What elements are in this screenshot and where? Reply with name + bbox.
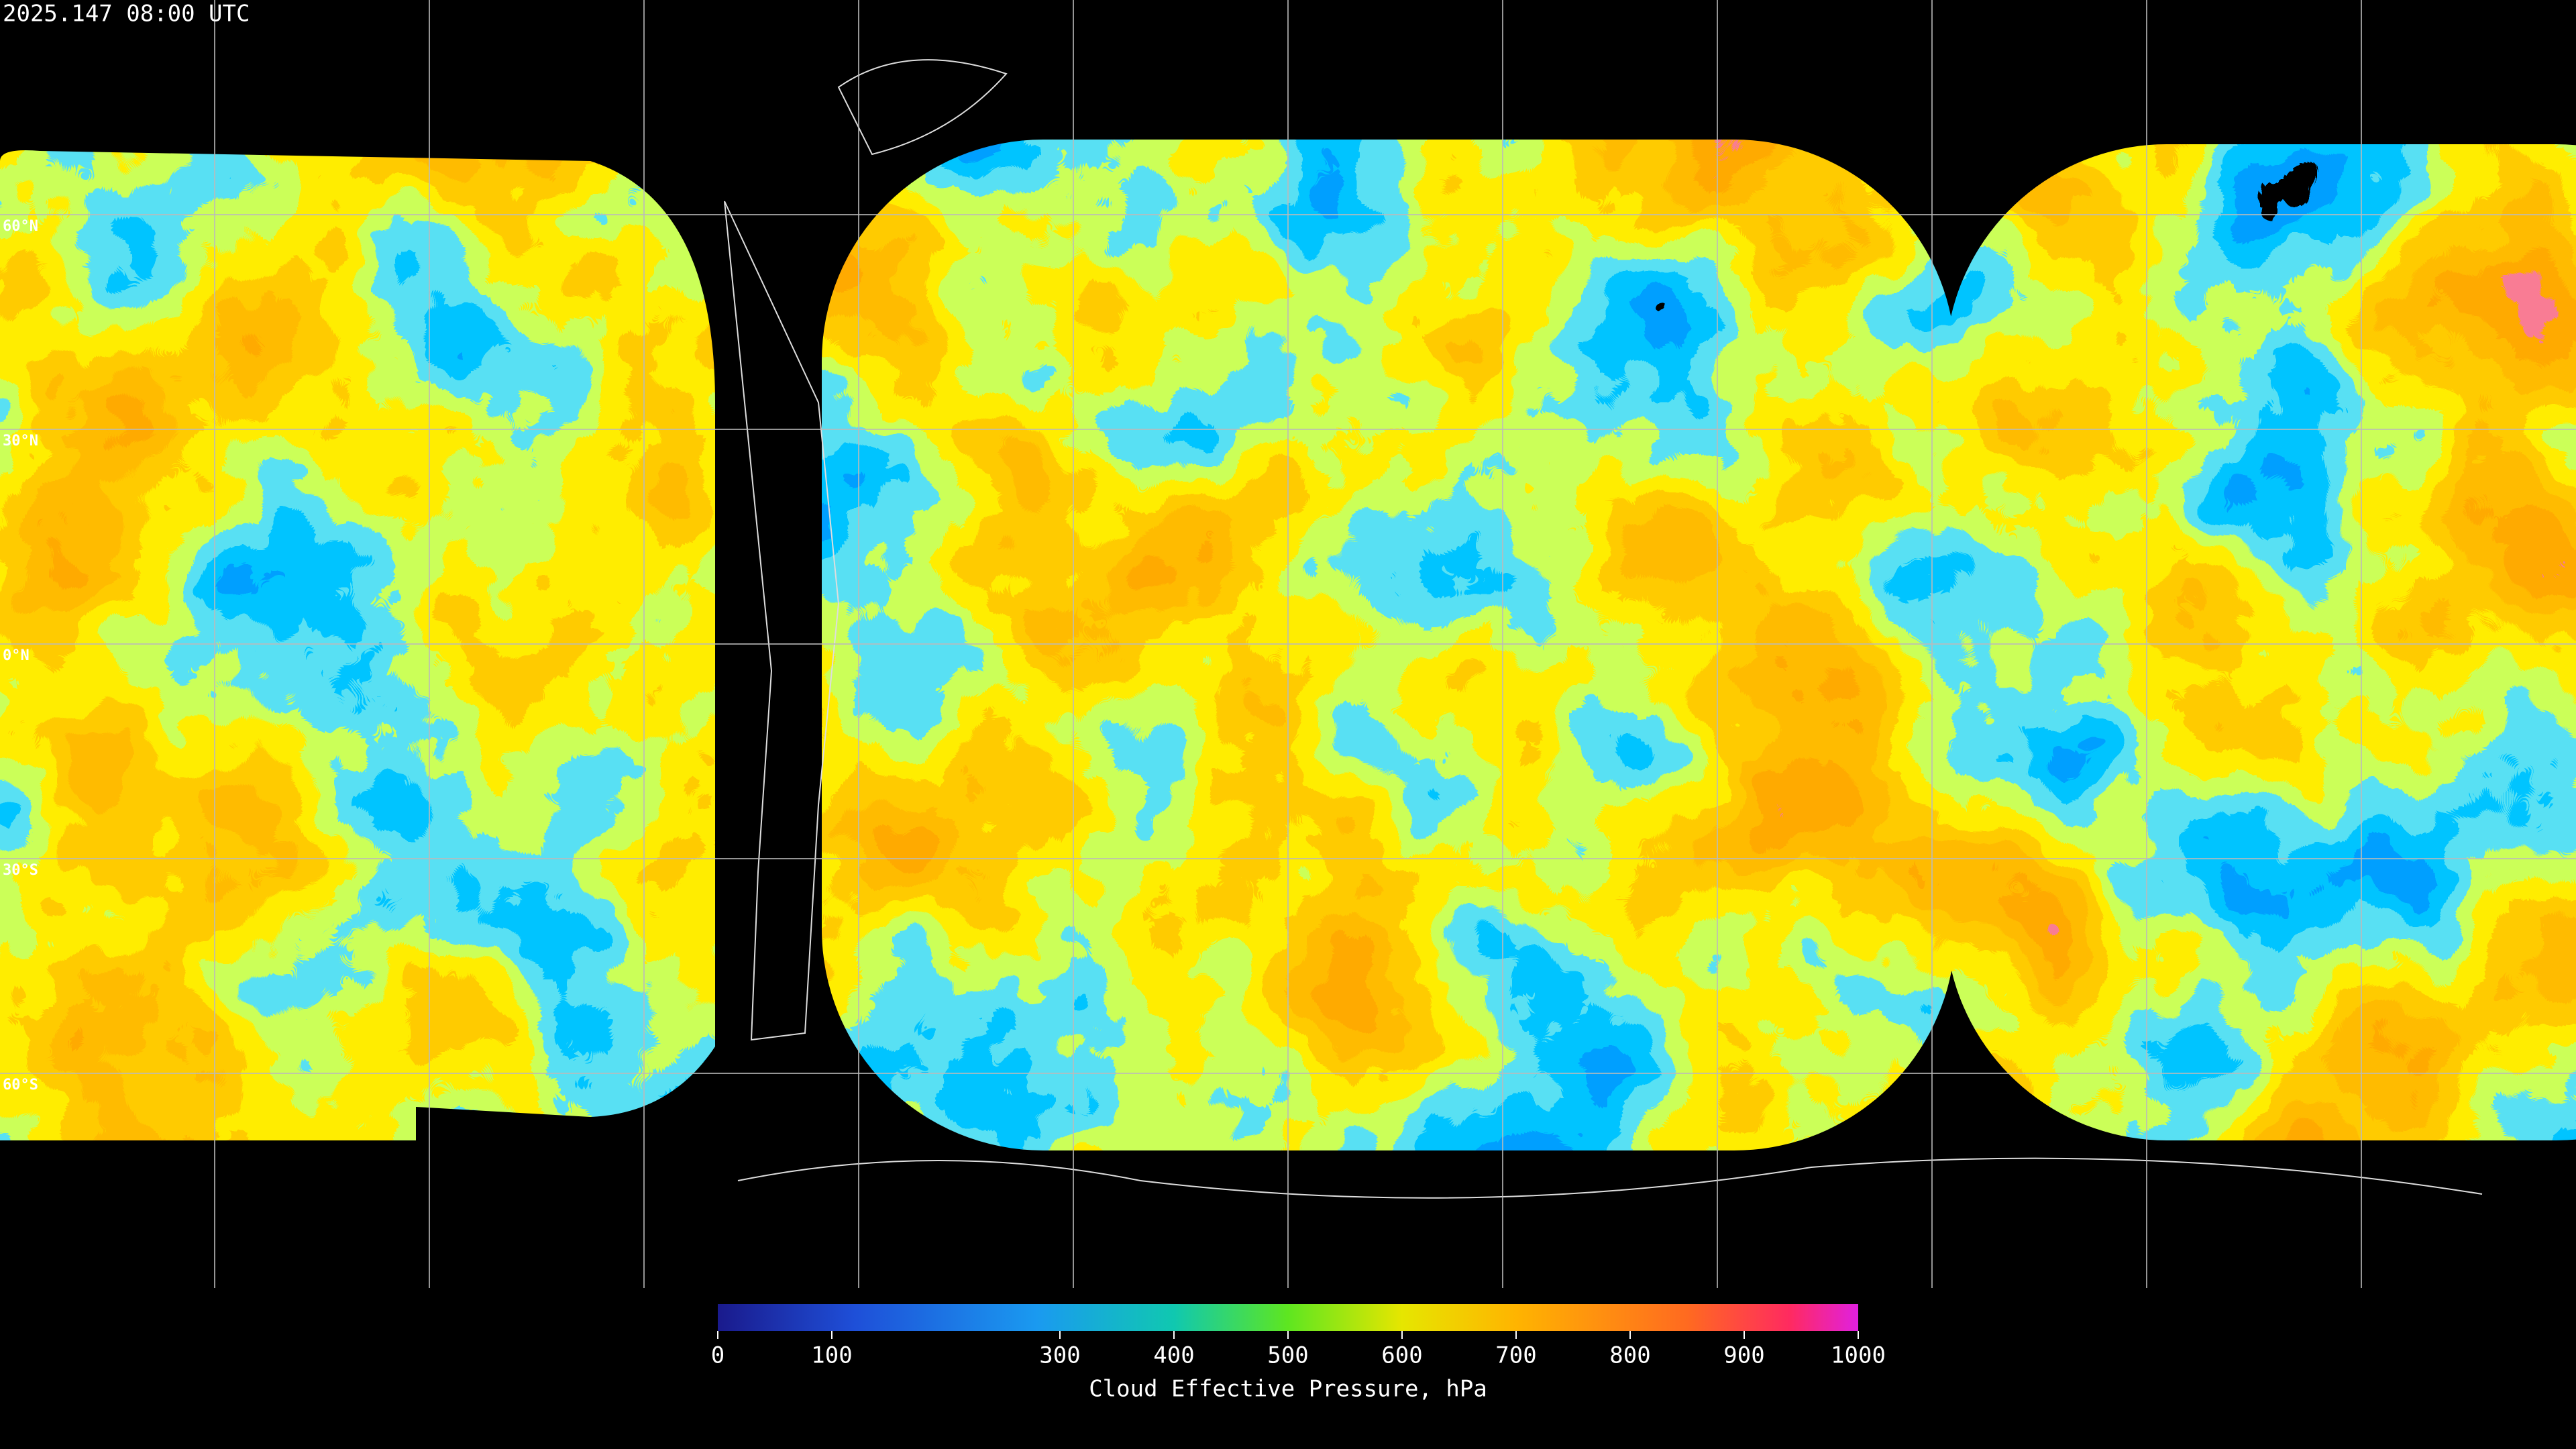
colorbar-axis: 0 100 300 400 500 600 700 800 900 1000 (711, 1331, 1886, 1369)
coastlines (724, 59, 2483, 1199)
colorbar-tick-label: 800 (1609, 1342, 1650, 1369)
colorbar-tick-label: 400 (1153, 1342, 1194, 1369)
colorbar-tick-label: 100 (811, 1342, 852, 1369)
lat-label: 60°S (3, 1077, 38, 1093)
coastline (724, 201, 840, 1041)
colorbar-tick-label: 0 (711, 1342, 724, 1369)
graticule: 60°N 30°N 0°N 30°S 60°S (0, 0, 2576, 1288)
lat-label: 30°S (3, 862, 38, 879)
colorbar-tick-label: 500 (1267, 1342, 1308, 1369)
colorbar-tick-label: 900 (1723, 1342, 1764, 1369)
coastline (837, 59, 1008, 156)
lat-label: 0°N (3, 647, 30, 664)
coastline (737, 1157, 2483, 1199)
colorbar-tick-label: 700 (1495, 1342, 1536, 1369)
colorbar (718, 1304, 1858, 1331)
lat-label: 30°N (3, 433, 38, 449)
colorbar-label: Cloud Effective Pressure, hPa (1089, 1376, 1487, 1403)
timestamp: 2025.147 08:00 UTC (3, 1, 250, 28)
lat-label: 60°N (3, 218, 38, 235)
colorbar-tick-label: 600 (1381, 1342, 1422, 1369)
colorbar-tick-label: 1000 (1831, 1342, 1886, 1369)
colorbar-tick-label: 300 (1039, 1342, 1080, 1369)
